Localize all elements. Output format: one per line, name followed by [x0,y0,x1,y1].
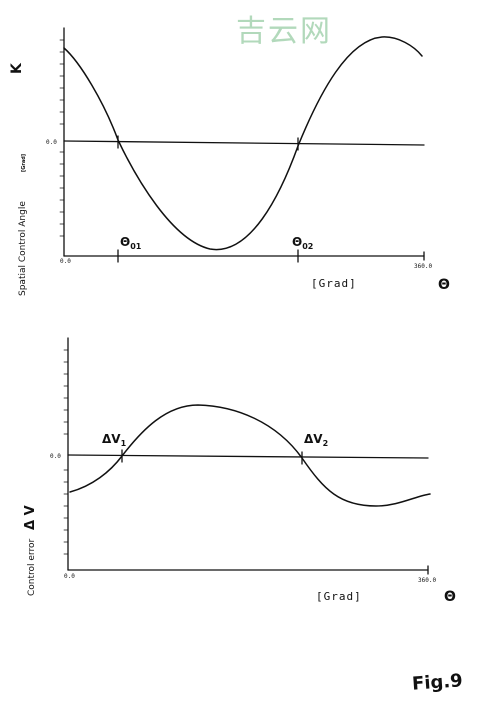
bottom-x-end-label: 360.0 [418,577,436,584]
watermark: 吉云网 [236,14,332,49]
top-plot [59,27,425,263]
bottom-zero-label: 0.0 [50,453,61,460]
top-y-ticks [59,39,65,237]
bottom-curve [69,404,431,507]
top-x-symbol: Θ [438,277,450,293]
bottom-marker-2-sub: 2 [323,439,329,448]
top-zero-line [63,140,425,146]
top-marker-1-sub: 01 [130,242,142,251]
top-marker-1: Θ01 [120,235,142,251]
bottom-marker-1-main: ΔV [102,432,121,446]
bottom-marker-2-main: ΔV [304,432,323,446]
top-curve [63,36,423,251]
bottom-y-ticks [63,349,69,555]
bottom-marker-1: ΔV1 [102,432,127,448]
top-y-axis-unit: [Grad] [21,154,27,172]
bottom-plot [63,337,431,575]
top-y-axis-title: Spatial Control Angle [18,201,28,296]
top-marker-2: Θ02 [292,235,313,251]
top-marker-1-main: Θ [120,235,130,249]
bottom-y-axis-title: Control error [27,539,37,596]
bottom-y-symbol: Δ V [23,505,38,530]
bottom-marker-1-sub: 1 [121,439,127,448]
top-zero-label: 0.0 [46,139,57,146]
top-x-start-label: 0.0 [60,258,71,265]
bottom-zero-line [67,454,429,459]
top-marker-2-sub: 02 [302,242,313,251]
bottom-marker-2: ΔV2 [304,432,328,448]
bottom-x-unit: [Grad] [316,590,362,603]
bottom-x-start-label: 0.0 [64,573,75,580]
bottom-x-symbol: Θ [444,589,456,605]
top-y-symbol: K [9,62,25,74]
figure-label: Fig.9 [411,670,464,695]
top-marker-2-main: Θ [292,235,302,249]
top-x-end-label: 360.0 [414,263,432,270]
top-x-unit: [Grad] [311,277,357,290]
